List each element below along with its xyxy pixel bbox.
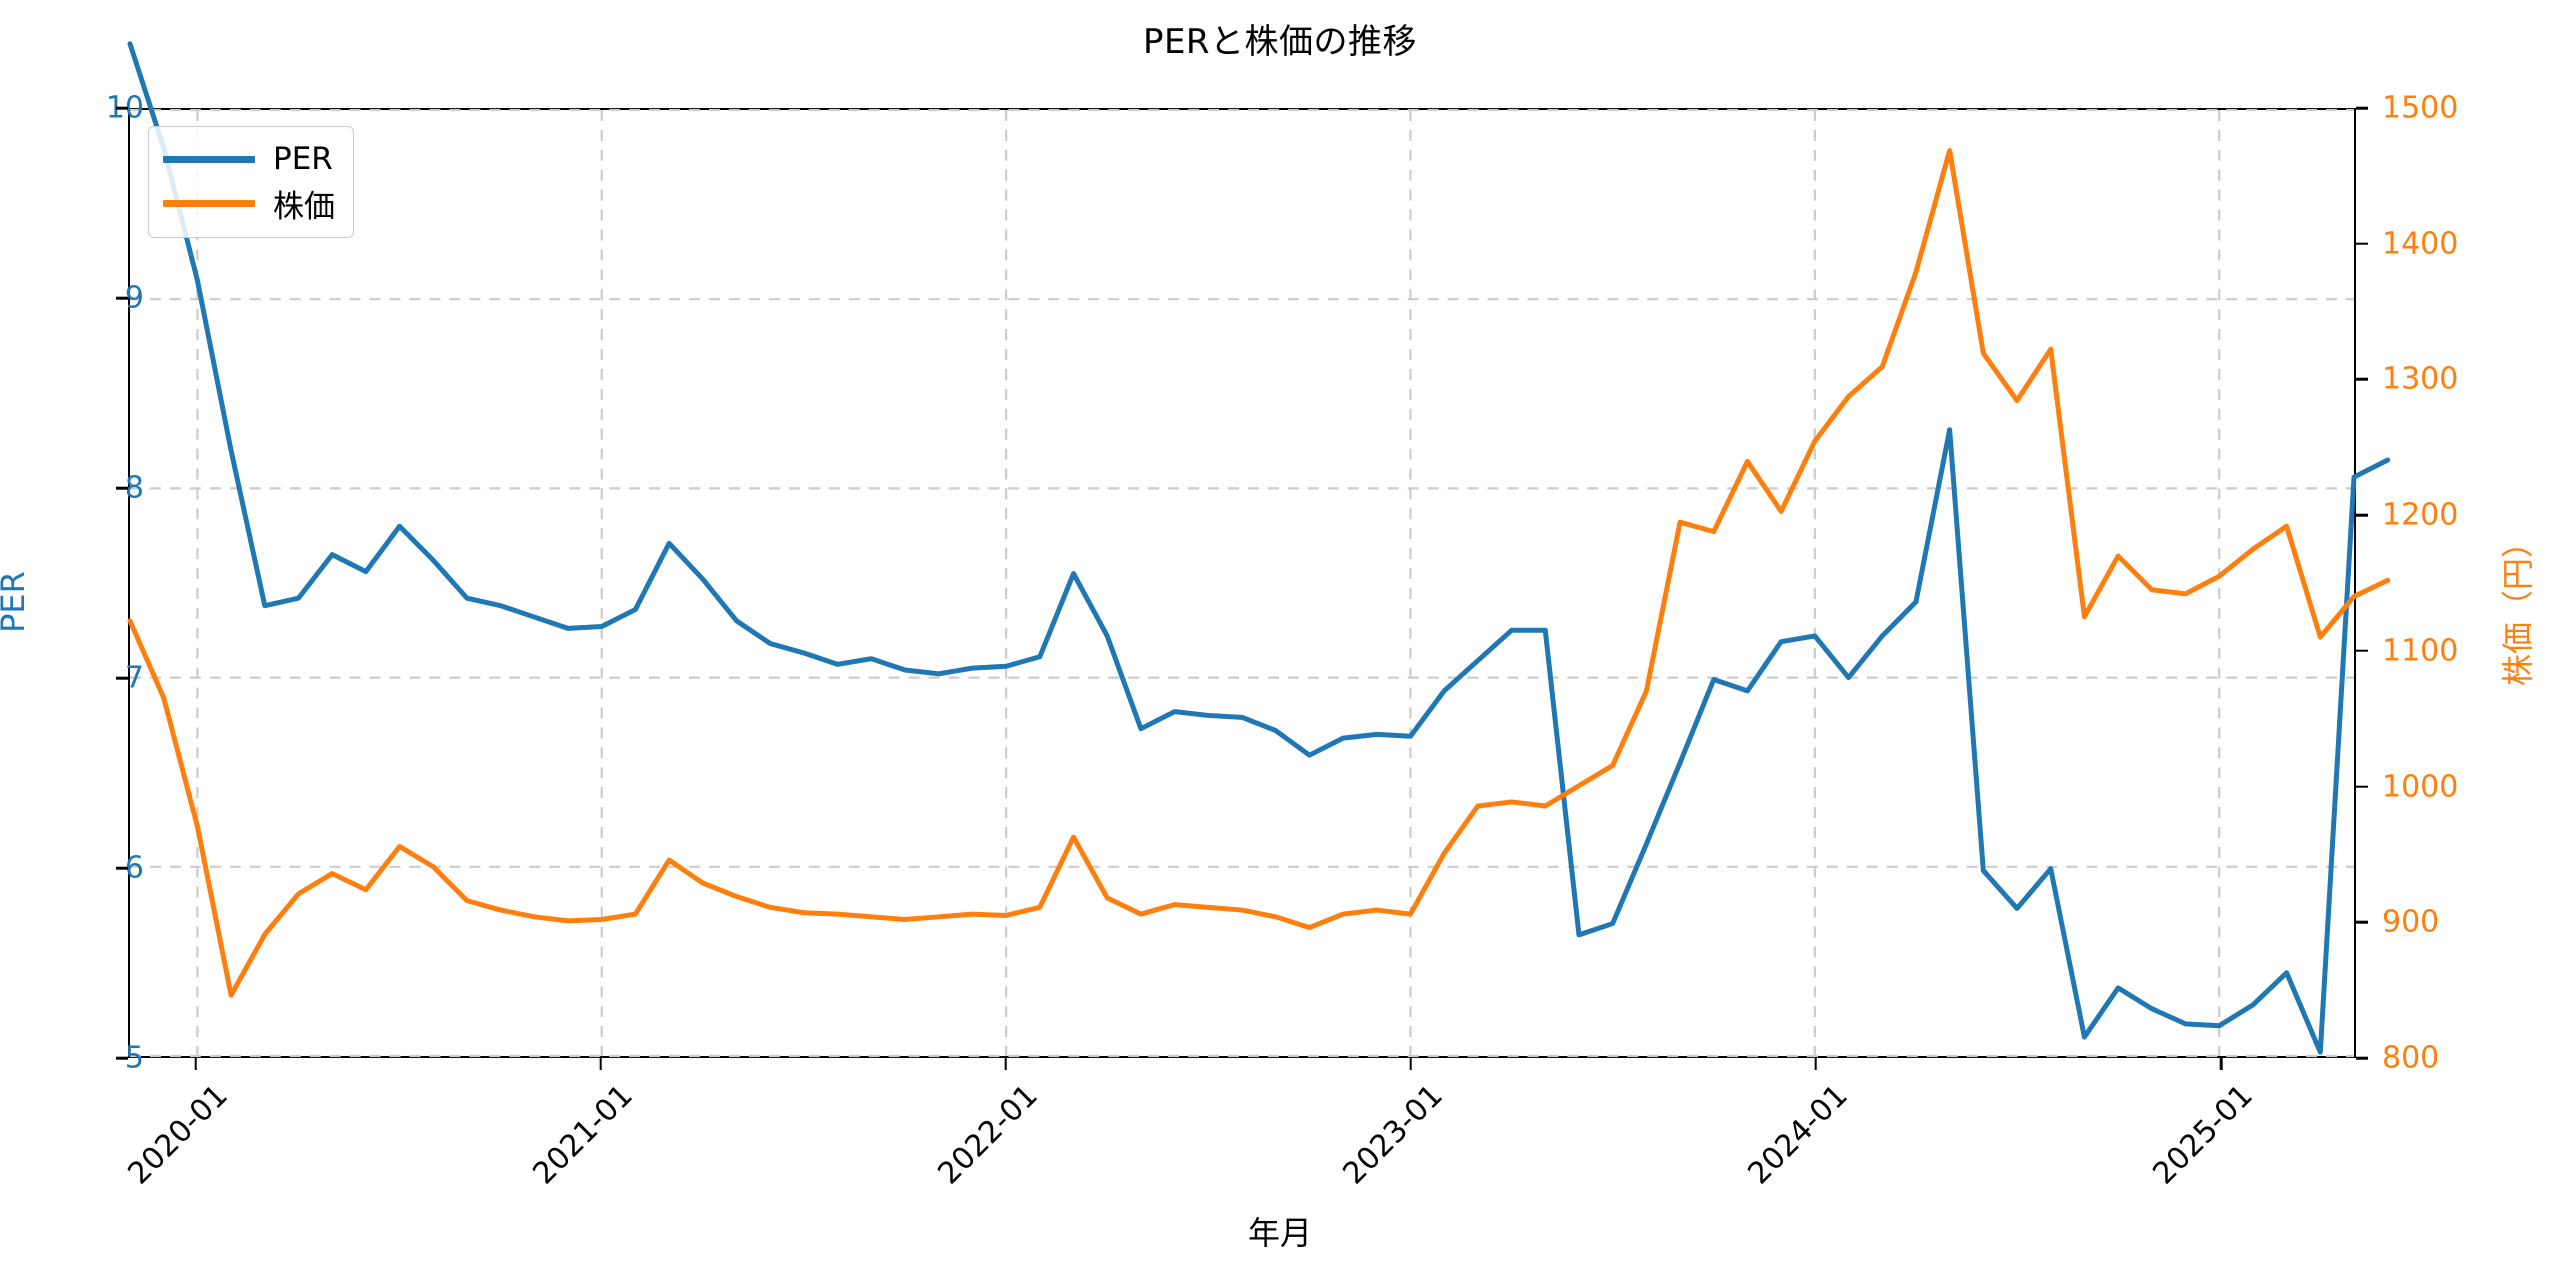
y-left-tickmark xyxy=(116,296,128,300)
y-left-tick-6: 6 xyxy=(124,850,144,886)
y-right-tickmark xyxy=(2356,920,2368,924)
legend-swatch-kabuka xyxy=(163,199,255,207)
y-left-tick-9: 9 xyxy=(124,280,144,316)
y-right-tick-800: 800 xyxy=(2382,1040,2440,1076)
legend-label-per: PER xyxy=(273,141,333,177)
y-right-tickmark xyxy=(2356,513,2368,517)
y-left-tickmark xyxy=(116,676,128,680)
y-left-tickmark xyxy=(116,1056,128,1060)
y-left-tick-7: 7 xyxy=(124,660,144,696)
plot-area xyxy=(127,41,2391,1058)
legend-item-kabuka[interactable]: 株価 xyxy=(163,181,335,225)
y-right-tick-1500: 1500 xyxy=(2382,90,2459,126)
x-tickmark xyxy=(599,1058,602,1070)
legend-item-per[interactable]: PER xyxy=(163,137,335,181)
y-axis-left-label: PER xyxy=(0,571,32,633)
y-right-tickmark xyxy=(2356,1056,2368,1060)
legend-swatch-per xyxy=(163,155,255,163)
y-right-tick-1100: 1100 xyxy=(2382,633,2459,669)
y-right-tick-1300: 1300 xyxy=(2382,361,2459,397)
y-left-tickmark xyxy=(116,866,128,870)
y-right-tickmark xyxy=(2356,785,2368,788)
y-right-tickmark xyxy=(2356,649,2368,653)
x-tickmark xyxy=(1004,1058,1007,1070)
chart-legend: PER 株価 xyxy=(148,126,354,238)
y-right-tickmark xyxy=(2356,106,2368,110)
y-right-tickmark xyxy=(2356,378,2368,381)
y-right-tickmark xyxy=(2356,242,2368,245)
y-right-tick-1400: 1400 xyxy=(2382,226,2459,262)
x-tick-2022-01: 2022-01 xyxy=(931,1078,1045,1192)
series-lines xyxy=(127,41,2391,1055)
x-axis-label: 年月 xyxy=(1247,1214,1312,1252)
y-right-tick-1200: 1200 xyxy=(2382,497,2459,533)
x-tick-2023-01: 2023-01 xyxy=(1336,1078,1450,1192)
x-tick-2024-01: 2024-01 xyxy=(1741,1078,1855,1192)
y-right-tick-1000: 1000 xyxy=(2382,769,2459,805)
x-tickmark xyxy=(1814,1058,1818,1070)
y-left-tick-5: 5 xyxy=(124,1040,144,1076)
x-tickmark xyxy=(2219,1058,2223,1070)
x-tick-2025-01: 2025-01 xyxy=(2146,1078,2260,1192)
x-tickmark xyxy=(1409,1058,1413,1070)
x-tickmark xyxy=(194,1058,197,1070)
series-line-per xyxy=(127,41,2391,1055)
series-line-kabuka xyxy=(127,148,2391,998)
y-left-tickmark xyxy=(116,106,128,110)
x-tick-2021-01: 2021-01 xyxy=(525,1078,640,1192)
chart-title: PERと株価の推移 xyxy=(1142,22,1418,62)
legend-label-kabuka: 株価 xyxy=(273,188,335,225)
x-tick-2020-01: 2020-01 xyxy=(120,1078,235,1192)
y-right-tick-900: 900 xyxy=(2382,904,2440,940)
y-left-tickmark xyxy=(116,486,128,490)
y-left-tick-8: 8 xyxy=(124,470,144,506)
